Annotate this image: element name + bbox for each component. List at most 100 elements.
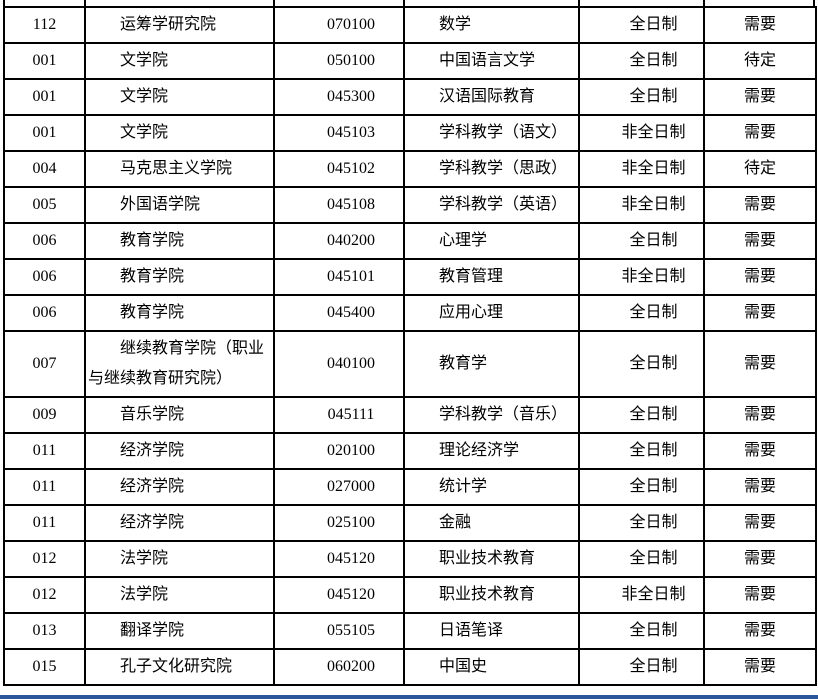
cell-status: 需要	[703, 576, 817, 614]
cell-major-name: 职业技术教育	[403, 576, 580, 614]
cell-major-name: 统计学	[403, 468, 580, 506]
cell-status: 需要	[703, 540, 817, 578]
table-row: 009 音乐学院 045111 学科教学（音乐） 全日制 需要	[3, 396, 817, 434]
cell-major-name: 教育管理	[403, 258, 580, 296]
cell-study-mode: 非全日制	[578, 576, 705, 614]
cell-major-name: 学科教学（思政）	[403, 150, 580, 188]
table-row: 006 教育学院 045400 应用心理 全日制 需要	[3, 294, 817, 332]
cell-study-mode: 全日制	[578, 42, 705, 80]
cell-major-name: 心理学	[403, 222, 580, 260]
cell-school-name: 经济学院	[84, 432, 275, 470]
cell-study-mode: 全日制	[578, 78, 705, 116]
table-row: 012 法学院 045120 职业技术教育 非全日制 需要	[3, 576, 817, 614]
cell-school-code: 004	[3, 150, 86, 188]
cell-study-mode: 全日制	[578, 648, 705, 686]
cell-major-name: 数学	[403, 6, 580, 44]
cell-school-code: 012	[3, 576, 86, 614]
cell-major-name: 理论经济学	[403, 432, 580, 470]
cell-status: 待定	[703, 42, 817, 80]
cell-study-mode: 非全日制	[578, 150, 705, 188]
cell-school-code: 001	[3, 114, 86, 152]
cell-school-code: 005	[3, 186, 86, 224]
table-row: 112 运筹学研究院 070100 数学 全日制 需要	[3, 6, 817, 44]
cell-school-name: 外国语学院	[84, 186, 275, 224]
cell-major-code: 045300	[273, 78, 405, 116]
cell-status: 待定	[703, 150, 817, 188]
cell-school-code: 011	[3, 504, 86, 542]
cell-school-code: 011	[3, 468, 86, 506]
cell-major-name: 职业技术教育	[403, 540, 580, 578]
cell-major-name: 中国语言文学	[403, 42, 580, 80]
cell-major-name: 教育学	[403, 330, 580, 398]
cell-school-name: 教育学院	[84, 258, 275, 296]
cell-school-code: 006	[3, 294, 86, 332]
table-row: 001 文学院 045300 汉语国际教育 全日制 需要	[3, 78, 817, 116]
table-row: 006 教育学院 040200 心理学 全日制 需要	[3, 222, 817, 260]
cell-school-code: 009	[3, 396, 86, 434]
cell-school-code: 007	[3, 330, 86, 398]
cell-study-mode: 全日制	[578, 504, 705, 542]
cell-major-code: 045400	[273, 294, 405, 332]
cell-status: 需要	[703, 186, 817, 224]
cell-major-name: 日语笔译	[403, 612, 580, 650]
cell-major-code: 045103	[273, 114, 405, 152]
table-row: 007 继续教育学院（职业与继续教育研究院） 040100 教育学 全日制 需要	[3, 330, 817, 398]
cell-status: 需要	[703, 504, 817, 542]
cell-school-name: 文学院	[84, 114, 275, 152]
cell-study-mode: 全日制	[578, 396, 705, 434]
cell-school-name: 教育学院	[84, 294, 275, 332]
cell-school-code: 011	[3, 432, 86, 470]
cell-study-mode: 全日制	[578, 540, 705, 578]
cell-school-name: 文学院	[84, 42, 275, 80]
cell-major-code: 045101	[273, 258, 405, 296]
cell-status: 需要	[703, 612, 817, 650]
cell-major-name: 金融	[403, 504, 580, 542]
cell-school-name: 音乐学院	[84, 396, 275, 434]
cell-major-name: 学科教学（英语）	[403, 186, 580, 224]
cell-status: 需要	[703, 468, 817, 506]
cell-major-code: 045108	[273, 186, 405, 224]
table-row: 005 外国语学院 045108 学科教学（英语） 非全日制 需要	[3, 186, 817, 224]
cell-major-code: 045120	[273, 540, 405, 578]
table-row: 012 法学院 045120 职业技术教育 全日制 需要	[3, 540, 817, 578]
cell-status: 需要	[703, 330, 817, 398]
cell-status: 需要	[703, 432, 817, 470]
cell-study-mode: 全日制	[578, 432, 705, 470]
cell-major-code: 025100	[273, 504, 405, 542]
cell-status: 需要	[703, 78, 817, 116]
cell-major-name: 汉语国际教育	[403, 78, 580, 116]
cell-school-name: 孔子文化研究院	[84, 648, 275, 686]
cell-major-name: 学科教学（语文）	[403, 114, 580, 152]
cell-school-name: 经济学院	[84, 468, 275, 506]
grid-line-stub	[84, 0, 86, 6]
table-row: 015 孔子文化研究院 060200 中国史 全日制 需要	[3, 648, 817, 686]
cell-study-mode: 全日制	[578, 612, 705, 650]
table-row: 011 经济学院 020100 理论经济学 全日制 需要	[3, 432, 817, 470]
cell-study-mode: 全日制	[578, 6, 705, 44]
cell-study-mode: 全日制	[578, 468, 705, 506]
cell-study-mode: 全日制	[578, 330, 705, 398]
cell-school-code: 112	[3, 6, 86, 44]
grid-line-stub	[703, 0, 705, 6]
table-row: 001 文学院 050100 中国语言文学 全日制 待定	[3, 42, 817, 80]
cell-status: 需要	[703, 114, 817, 152]
cell-study-mode: 非全日制	[578, 258, 705, 296]
cell-school-name: 法学院	[84, 540, 275, 578]
cell-major-code: 050100	[273, 42, 405, 80]
cell-school-code: 013	[3, 612, 86, 650]
bottom-accent-bar	[0, 695, 818, 699]
grid-line-stub	[273, 0, 275, 6]
table-row: 006 教育学院 045101 教育管理 非全日制 需要	[3, 258, 817, 296]
cell-school-code: 015	[3, 648, 86, 686]
admissions-table: 112 运筹学研究院 070100 数学 全日制 需要 001 文学院 050100 中国语言文学…	[3, 6, 817, 686]
cell-study-mode: 全日制	[578, 222, 705, 260]
cell-school-code: 012	[3, 540, 86, 578]
grid-line-stub	[403, 0, 405, 6]
grid-line-stub	[3, 0, 5, 6]
cell-school-name: 马克思主义学院	[84, 150, 275, 188]
cell-major-code: 045111	[273, 396, 405, 434]
table-row: 011 经济学院 025100 金融 全日制 需要	[3, 504, 817, 542]
cell-status: 需要	[703, 258, 817, 296]
cell-school-code: 001	[3, 78, 86, 116]
cell-school-name: 继续教育学院（职业与继续教育研究院）	[84, 330, 275, 398]
